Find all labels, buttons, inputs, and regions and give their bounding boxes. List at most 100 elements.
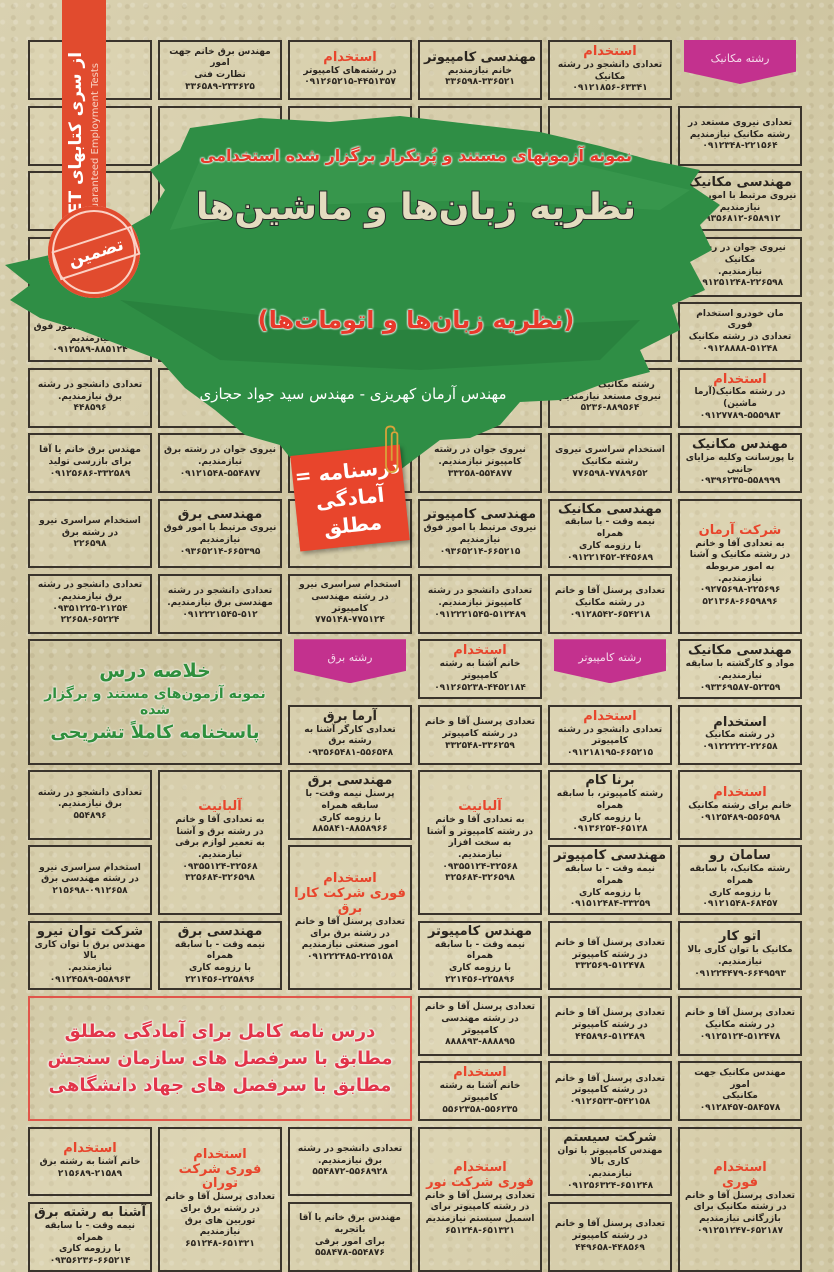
ad-text: رشته مکانیک bbox=[581, 457, 639, 468]
ad-phone: ۰۹۱۲۱۵۴۸-۵۵۴۸۷۷ bbox=[179, 468, 261, 479]
ad-text: در رشته کامپیوتر bbox=[572, 949, 648, 960]
ad-text: در رشته کامپیوتر bbox=[572, 1019, 648, 1030]
ad-text: با رزومه کاری bbox=[578, 812, 642, 823]
ad-text: مهندس برق خانم جهت امور bbox=[169, 46, 271, 69]
ad-text: تعدادی پرسنل آقا و خانم bbox=[295, 916, 405, 927]
ad-box: استخدام خانم آشنا به رشته کامپیوتر ۵۵۶۲۳۵۸… bbox=[418, 1061, 542, 1122]
ad-text: با رزومه کاری bbox=[578, 887, 642, 898]
ad-title: استخدام bbox=[713, 1159, 767, 1175]
ad-phone: ۰۹۱۲۲۴۴۷۹-۶۶۴۹۵۹۳ bbox=[694, 968, 786, 979]
ad-phone: ۰۹۱۲۳۴۸-۲۲۱۵۶۴ bbox=[702, 141, 778, 152]
ad-text: مهندس کامپیوتر با توان کاری بالا bbox=[557, 1145, 663, 1168]
ad-text: امور صنعتی نیازمندیم bbox=[301, 940, 399, 951]
ad-box: مهندسی مکانیک نیروی مرتبط با امور فوق نیا… bbox=[678, 171, 802, 231]
ad-title: آلبانیت bbox=[458, 799, 502, 815]
ad-title: مهندسی مکانیک bbox=[558, 501, 662, 517]
ad-phone: ۳۲۵۶۸۴-۳۲۶۵۹۸ bbox=[185, 873, 255, 884]
ad-phone: ۰۹۳۵۶۵۴۸۱-۵۵۶۵۴۸ bbox=[306, 748, 394, 758]
ad-phone: ۲۱۵۶۹۸-۰۹۱۲۶۵۸ bbox=[52, 886, 128, 897]
ad-box: مهندسی برق نیمه وقت - با سابقه همراه با رز… bbox=[158, 920, 282, 991]
ad-title: استخدام bbox=[193, 1146, 247, 1162]
ad-text: در رشته مکانیک bbox=[575, 597, 645, 608]
promo-box: درس نامه کامل برای آمادگی مطلق مطابق با س… bbox=[28, 995, 412, 1122]
ad-text: تعدادی پرسنل آقا و خانم bbox=[555, 1219, 665, 1230]
ad-phone: ۰۹۱۳۶۲۵۴-۶۵۱۲۸ bbox=[572, 824, 648, 835]
ad-title: اتو کار bbox=[719, 929, 761, 945]
ad-phone: ۲۲۶۵۸-۶۵۲۲۴ bbox=[60, 615, 120, 626]
ad-box: تعدادی پرسنل آقا و خانم در رشته کامپیوتر ۰… bbox=[548, 1061, 672, 1122]
ad-box: مهندس مکانیک با پورسانت وکلیه مزایای جانب… bbox=[678, 433, 802, 493]
ad-title: استخدام bbox=[63, 1141, 117, 1157]
ad-phone: ۰۹۱۲۵۱۲۴۸-۲۲۶۵۹۸ bbox=[696, 278, 784, 289]
ad-phone: ۰۹۱۲۲۲۱۵۴۵-۵۱۲ bbox=[182, 609, 258, 620]
ad-box: نیروی جوان در رشته برق نیازمندیم. ۰۹۱۲۱۵۴۸… bbox=[158, 433, 282, 493]
ad-phone: ۰۹۳۳۶۹۵۸۷-۵۲۳۵۹ bbox=[699, 682, 781, 693]
ad-box bbox=[288, 236, 412, 297]
ad-text: تعدادی دانشجو در رشته bbox=[37, 580, 143, 591]
ad-phone: ۰۹۳۵۶۲۳۶-۶۶۵۲۱۴ bbox=[49, 1255, 131, 1266]
ad-phone: ۰۹۱۲۴۵۸۹-۵۵۸۹۶۳ bbox=[49, 974, 131, 985]
ad-text: در رشته مهندسی کامپیوتر bbox=[441, 1014, 519, 1036]
ad-phone: ۵۲۳۶-۸۸۹۵۶۴ bbox=[580, 403, 640, 414]
ad-box: اتو کار مکانیک با توان کاری بالا نیازمندیم… bbox=[678, 920, 802, 991]
authors: مهندس آرمان کهریزی - مهندس سید جواد حجاز… bbox=[199, 385, 507, 403]
ad-text: رشته مکانیک تعدادی bbox=[565, 379, 655, 390]
ad-text: در رشته مکانیک(آرما ماشین) bbox=[694, 387, 786, 410]
ad-phone: ۰۹۱۲۵۸۹-۸۸۵۱۲۴ bbox=[52, 345, 128, 356]
ad-box: آرما برق تعدادی کارگر آشنا به رشته برق ۰۹۳۵… bbox=[288, 704, 412, 765]
ad-box: استخدام در رشته مکانیک ۰۹۱۲۲۲۲۲-۲۲۶۵۸ bbox=[678, 704, 802, 765]
ad-text: به تعدادی آقا و خانم bbox=[695, 538, 785, 549]
ad-box: تعدادی پرسنل آقا و خانم در رشته کامپیوتر ۴… bbox=[548, 995, 672, 1056]
ad-text: استخدام سراسری نیرو bbox=[39, 862, 141, 873]
ad-box: استخدام سراسری نیرو در رشته مهندسی کامپیو… bbox=[288, 573, 412, 634]
ad-phone: ۰۹۱۵۱۲۴۸۴-۳۳۲۵۹ bbox=[569, 899, 651, 910]
ad-text: کامپیوتر bbox=[591, 736, 629, 747]
ad-phone: ۰۹۱۲۵۴۸۹-۵۵۶۵۹۸ bbox=[699, 812, 781, 823]
ad-text: تعدادی پرسنل آقا و خانم bbox=[425, 1190, 535, 1201]
ad-title: استخدام bbox=[323, 49, 377, 65]
category-tag-electrical: رشته برق bbox=[288, 639, 412, 699]
ad-text: با رزومه کاری bbox=[448, 962, 512, 973]
ad-title: شرکت توان نیرو bbox=[36, 923, 144, 939]
stamp-label: تضمین bbox=[51, 225, 141, 281]
ad-text: نیازمندیم. bbox=[718, 573, 762, 584]
ad-box: استخدام سراسری نیروی رشته مکانیک ۷۷۶۵۹۸-۷۷… bbox=[548, 433, 672, 493]
ad-text: تعدادی پرسنل آقا و خانم bbox=[685, 1008, 795, 1019]
ad-text: در رشته مهندسی برق bbox=[41, 874, 139, 885]
ad-title: آرما برق bbox=[323, 708, 377, 724]
ad-text: مان خودرو استخدام فوری bbox=[696, 308, 784, 331]
ad-text: تعدادی پرسنل آقا و خانم bbox=[555, 1008, 665, 1019]
ad-phone: ۵۵۴۸۹۶ bbox=[73, 810, 107, 821]
ad-title: استخدام bbox=[713, 714, 767, 730]
ad-phone: ۳۳۲۵۴۸-۳۳۶۲۵۹ bbox=[445, 740, 515, 751]
ad-box: استخدام تعدادی دانشجو در رشته کامپیوتر ۰۹۱۲… bbox=[548, 704, 672, 765]
ad-text: خانم آشنا به رشته کامپیوتر bbox=[439, 659, 521, 681]
ad-box: استخدام فوری تعدادی پرسنل آقا و خانم در رشت… bbox=[678, 1126, 802, 1272]
ad-text: تعدادی پرسنل آقا و خانم bbox=[425, 1002, 535, 1013]
ad-text: برق نیازمندیم. bbox=[57, 799, 123, 810]
ad-phone: ۰۹۱۲۸۵۴۲-۶۵۴۲۱۸ bbox=[569, 609, 651, 620]
ad-text: تعدادی دانشجو در رشته bbox=[557, 724, 663, 735]
ad-box: تعدادی پرسنل آقا و خانم در رشته کامپیوتر ۳… bbox=[418, 704, 542, 765]
ad-box: استخدام خانم آشنا به رشته کامپیوتر ۰۹۱۲۶۵۲… bbox=[418, 639, 542, 700]
ad-phone: ۰۹۱۲۵۱۲۴۷-۶۵۲۱۸۷ bbox=[696, 1225, 784, 1236]
ad-text: تعدادی پرسنل آقا و خانم bbox=[555, 586, 665, 597]
ad-box: تعدادی نیروی مستعد در رشته مکانیک نیازمند… bbox=[678, 105, 802, 166]
ad-text: نیازمندیم. bbox=[718, 670, 762, 681]
ad-box: تعدادی پرسنل آقا و خانم در رشته مهندسی کا… bbox=[418, 995, 542, 1056]
ad-phone: ۴۴۵۸۹۶-۵۱۲۴۸۹ bbox=[575, 1031, 645, 1042]
ad-box: مهندسی برق پرسنل نیمه وقت- با سابقه همراه… bbox=[288, 770, 412, 840]
ad-phone: ۰۹۳۶۵۲۱۴-۶۶۵۲۱۵ bbox=[439, 546, 521, 557]
ad-text: کامپیوتر نیازمندیم. bbox=[438, 597, 522, 608]
book-subtitle: (نظریه زبان‌ها و اتومات‌ها) bbox=[257, 306, 575, 334]
ad-text: در رشته مکانیک و آشنا bbox=[689, 550, 791, 561]
ad-text: تعدادی پرسنل آقا و خانم bbox=[425, 717, 535, 728]
ad-title: استخدام bbox=[453, 1159, 507, 1175]
ad-phone: ۷۷۵۱۴۸-۷۷۵۱۲۴ bbox=[315, 615, 385, 626]
ad-box: مهندسی مکانیک نیمه وقت - با سابقه همراه با… bbox=[548, 498, 672, 569]
ad-phone: ۰۹۱۲۷۷۸۹-۵۵۵۹۸۳ bbox=[699, 410, 781, 421]
ad-phone: ۰۹۲۷۵۶۹۸-۲۲۵۶۹۶ bbox=[699, 585, 781, 596]
ad-title: استخدام bbox=[713, 371, 767, 387]
ad-text: در رشته کامپیوتر bbox=[572, 1230, 648, 1241]
ad-title: آشنا به رشته برق bbox=[34, 1204, 146, 1220]
